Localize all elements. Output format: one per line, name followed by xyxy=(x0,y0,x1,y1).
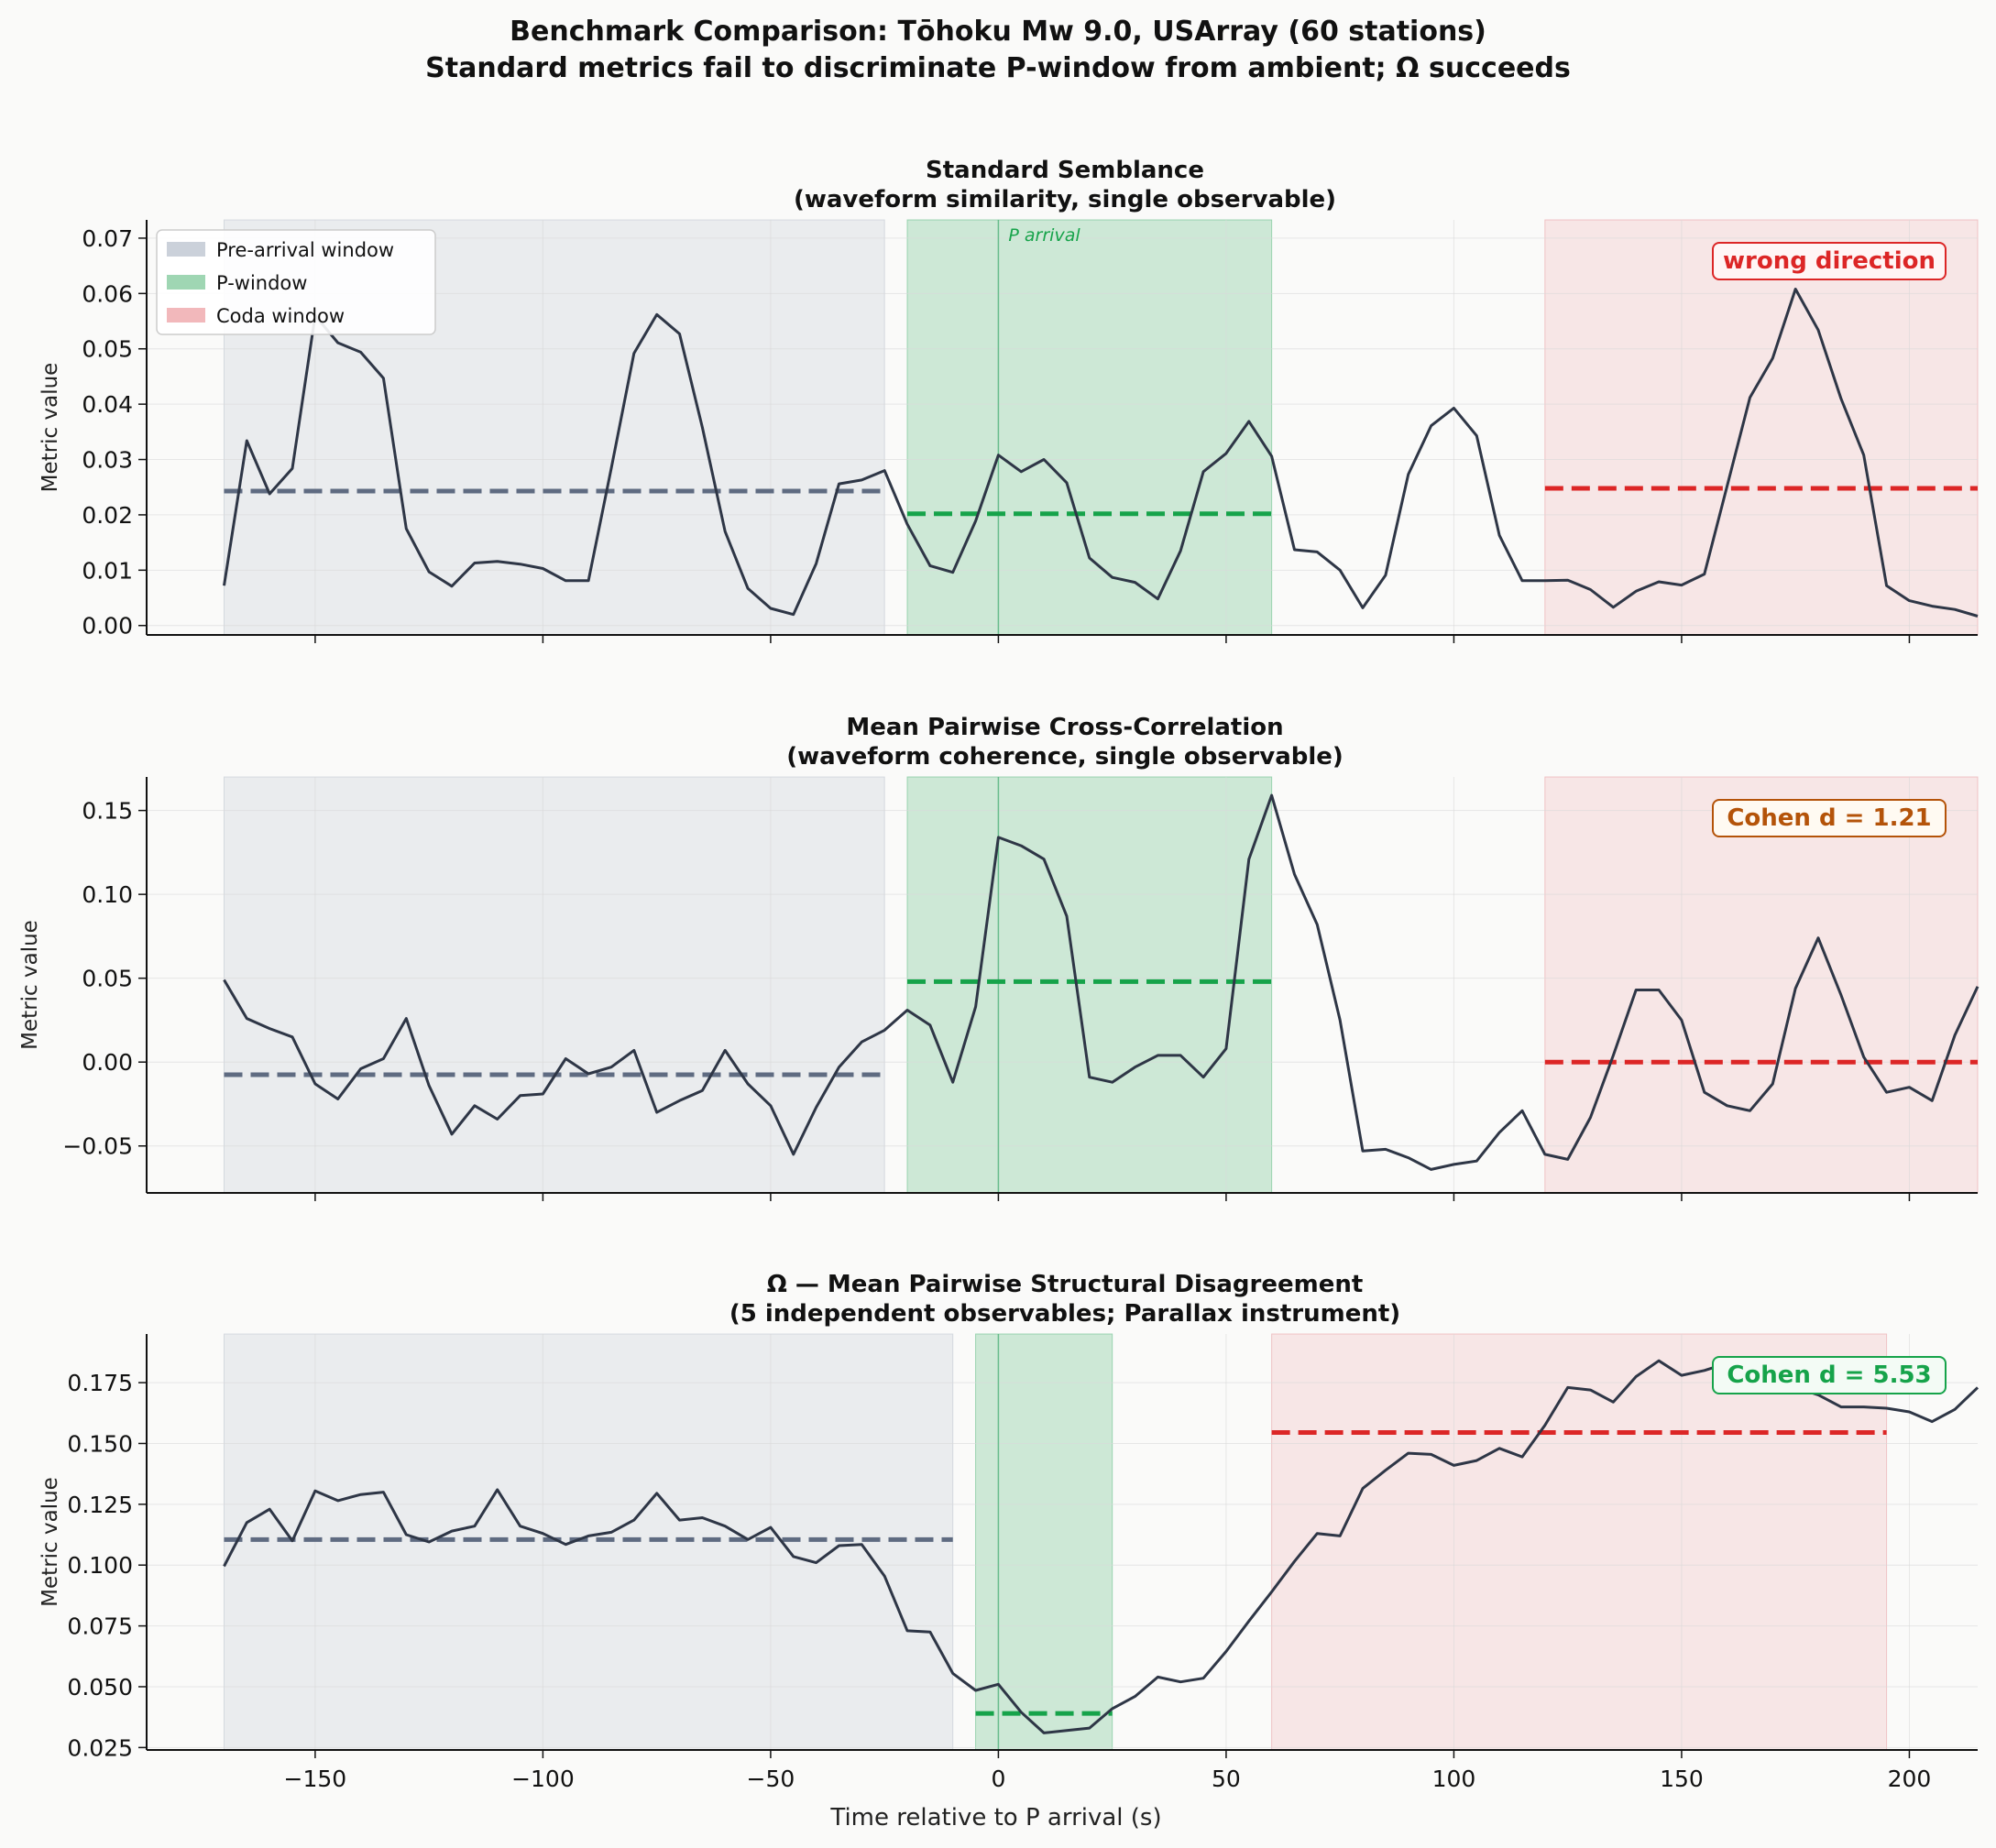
panel-subtitle: (waveform coherence, single observable) xyxy=(786,743,1343,771)
y-tick-label: 0.150 xyxy=(67,1430,133,1457)
coda-window xyxy=(1544,776,1979,1194)
legend-label: Coda window xyxy=(216,305,345,327)
y-tick-label: 0.050 xyxy=(67,1674,133,1700)
y-tick-label: 0.07 xyxy=(82,225,133,252)
y-tick-label: 0.02 xyxy=(82,502,133,529)
panel-subtitle: (waveform similarity, single observable) xyxy=(794,186,1336,213)
y-tick-label: 0.00 xyxy=(82,1049,133,1076)
y-tick-label: 0.125 xyxy=(67,1492,133,1518)
y-tick-label: 0.01 xyxy=(82,557,133,584)
legend-swatch xyxy=(167,308,205,323)
y-tick-label: 0.15 xyxy=(82,798,133,825)
panel-subtitle: (5 independent observables; Parallax ins… xyxy=(729,1300,1400,1328)
legend-swatch xyxy=(167,275,205,290)
pre-arrival-window xyxy=(223,776,885,1194)
y-tick-label: −0.05 xyxy=(62,1133,133,1160)
metric-series-line xyxy=(223,288,1979,618)
panel-1: Standard Semblance(waveform similarity, … xyxy=(38,157,1979,643)
legend: Pre-arrival window P-window Coda window xyxy=(156,229,436,335)
y-tick-label: 0.06 xyxy=(82,280,133,307)
badge-text: Cohen d = 5.53 xyxy=(1727,1361,1931,1389)
legend-label: P-window xyxy=(216,272,307,294)
y-axis-label: Metric value xyxy=(18,920,42,1050)
panel-title: Mean Pairwise Cross-Correlation xyxy=(846,714,1283,741)
y-axis-label: Metric value xyxy=(38,363,62,493)
p-window xyxy=(975,1333,1113,1751)
pre-arrival-window xyxy=(223,1333,954,1751)
y-tick-label: 0.175 xyxy=(67,1370,133,1396)
legend-frame xyxy=(156,229,436,335)
y-tick-label: 0.075 xyxy=(67,1613,133,1640)
legend-label: Pre-arrival window xyxy=(216,239,394,261)
panel-2: Mean Pairwise Cross-Correlation(waveform… xyxy=(18,714,1980,1201)
y-tick-label: 0.100 xyxy=(67,1552,133,1579)
coda-window xyxy=(1544,219,1979,636)
x-tick-label: −150 xyxy=(284,1766,347,1792)
result-badge: Cohen d = 1.21 xyxy=(1712,799,1947,837)
badge-box xyxy=(1712,799,1947,837)
x-tick-label: 50 xyxy=(1212,1766,1241,1792)
result-badge: wrong direction xyxy=(1712,242,1947,280)
x-tick-label: 200 xyxy=(1888,1766,1932,1792)
y-tick-label: 0.025 xyxy=(67,1734,133,1761)
figure-subtitle: Standard metrics fail to discriminate P-… xyxy=(425,52,1571,84)
figure-title: Benchmark Comparison: Tōhoku Mw 9.0, USA… xyxy=(510,16,1486,48)
y-tick-label: 0.05 xyxy=(82,336,133,363)
x-tick-label: 100 xyxy=(1432,1766,1476,1792)
badge-text: wrong direction xyxy=(1723,247,1936,275)
y-tick-label: 0.00 xyxy=(82,613,133,640)
x-tick-label: 150 xyxy=(1660,1766,1704,1792)
x-axis-label: Time relative to P arrival (s) xyxy=(829,1804,1161,1832)
result-badge: Cohen d = 5.53 xyxy=(1712,1356,1947,1394)
y-tick-label: 0.04 xyxy=(82,391,133,418)
metric-series-line xyxy=(223,1359,1980,1734)
x-tick-label: −100 xyxy=(511,1766,575,1792)
badge-text: Cohen d = 1.21 xyxy=(1727,804,1931,832)
y-axis-label: Metric value xyxy=(38,1477,62,1607)
coda-window xyxy=(1271,1333,1888,1751)
metric-series-line xyxy=(223,793,1980,1171)
y-tick-label: 0.10 xyxy=(82,881,133,908)
y-tick-label: 0.03 xyxy=(82,447,133,474)
p-window xyxy=(906,219,1273,636)
badge-box xyxy=(1712,1356,1947,1394)
p-arrival-label: P arrival xyxy=(1008,225,1080,246)
panel-title: Standard Semblance xyxy=(926,157,1204,184)
y-tick-label: 0.05 xyxy=(82,966,133,992)
badge-box xyxy=(1712,242,1947,280)
legend-swatch xyxy=(167,242,205,257)
x-tick-label: 0 xyxy=(991,1766,1005,1792)
panel-3: Ω — Mean Pairwise Structural Disagreemen… xyxy=(38,1271,1980,1792)
panels: Standard Semblance(waveform similarity, … xyxy=(18,157,1980,1792)
x-tick-label: −50 xyxy=(747,1766,795,1792)
panel-title: Ω — Mean Pairwise Structural Disagreemen… xyxy=(767,1271,1364,1298)
p-window xyxy=(906,776,1273,1194)
